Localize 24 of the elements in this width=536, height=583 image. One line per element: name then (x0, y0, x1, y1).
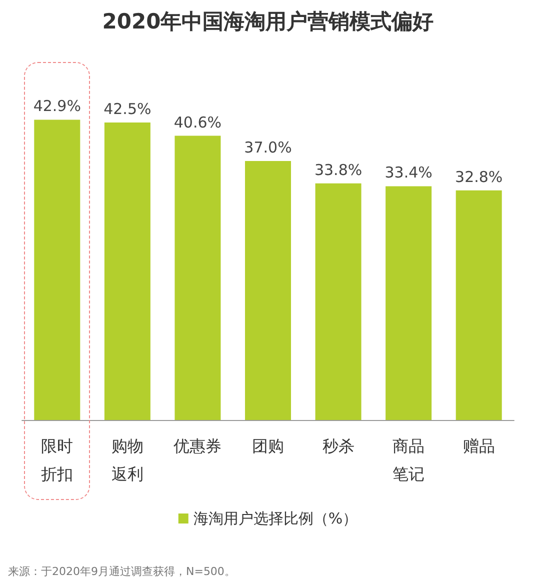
legend-label: 海淘用户选择比例（%） (193, 510, 358, 528)
data-label: 37.0% (244, 138, 292, 156)
chart-title: 2020年中国海淘用户营销模式偏好 (102, 10, 434, 34)
x-tick-label: 赠品 (462, 436, 495, 456)
bar (34, 120, 80, 420)
data-label: 33.8% (314, 160, 362, 179)
bar (456, 190, 502, 420)
x-tick-label: 团购 (252, 436, 284, 456)
x-tick-label: 优惠券 (174, 436, 222, 456)
x-tick-label: 商品笔记 (392, 436, 425, 484)
bar (174, 136, 221, 420)
data-label: 42.5% (104, 100, 152, 118)
bar (315, 183, 362, 420)
data-label: 32.8% (455, 168, 503, 186)
source-note: 来源：于2020年9月通过调查获得，N=500。 (8, 565, 236, 578)
data-label: 42.9% (33, 97, 81, 116)
x-tick-label: 限时折扣 (41, 436, 74, 484)
bar (245, 161, 291, 420)
bar (386, 186, 432, 420)
data-label: 33.4% (384, 164, 432, 182)
x-tick-label: 秒杀 (322, 436, 354, 456)
x-tick-label: 购物返利 (111, 436, 144, 484)
data-label: 40.6% (174, 113, 222, 132)
bar (104, 122, 150, 420)
